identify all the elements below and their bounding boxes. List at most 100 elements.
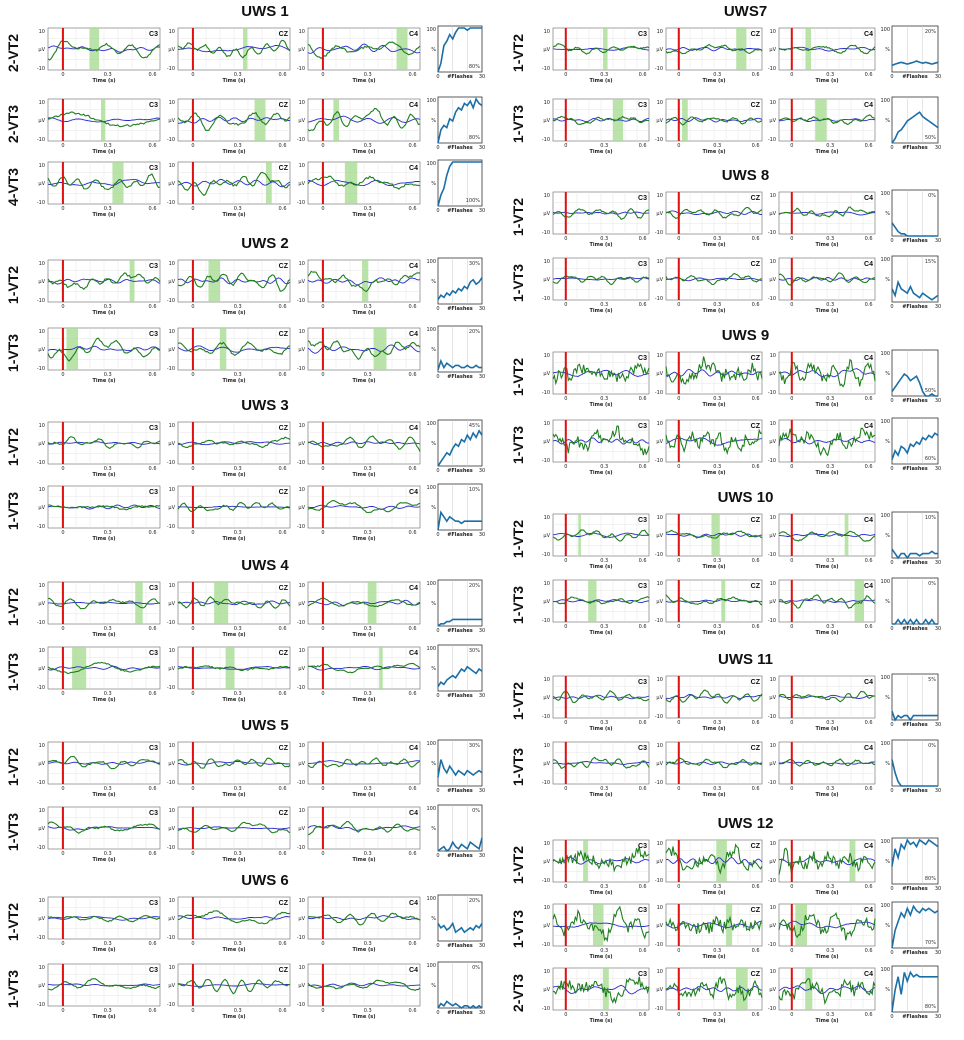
row-label: 1-VT3 <box>510 586 526 624</box>
y-tick-label: -10 <box>768 296 776 302</box>
target-trace <box>307 270 421 293</box>
y-axis-label: µV <box>298 47 305 53</box>
x-tick-label: 0 <box>677 143 680 149</box>
accuracy-panel: 100% 70% 0 30 #Flashes <box>880 901 941 956</box>
accuracy-value: 100% <box>466 198 481 204</box>
x-tick-label: 0 <box>61 530 64 536</box>
accuracy-tick: 100 <box>426 421 436 427</box>
accuracy-tick: 100 <box>426 98 436 104</box>
x-tick-label: 0 <box>790 720 793 726</box>
x-tick-label: 0.6 <box>639 884 647 890</box>
x-axis-label: Time (s) <box>222 212 245 218</box>
accuracy-tick: 100 <box>880 98 890 104</box>
electrode-label: C3 <box>638 843 647 850</box>
x-tick-label: 0.3 <box>713 624 721 630</box>
accuracy-frame <box>437 894 483 942</box>
x-tick-label: 0 <box>191 530 194 536</box>
flash-axis-label: #Flashes <box>902 626 928 632</box>
x-tick-label: 0.6 <box>279 206 287 212</box>
x-tick-label: 0.3 <box>104 372 112 378</box>
x-tick-label: 0.3 <box>104 941 112 947</box>
y-tick-label: 10 <box>39 423 45 429</box>
y-tick-label: 10 <box>39 808 45 814</box>
flash-tick: 30 <box>935 1014 941 1020</box>
target-trace <box>307 175 421 190</box>
target-trace <box>552 43 650 55</box>
erp-panel-cz: CZ 10 µV -10 0 0.3 0.6 Time (s) <box>655 675 763 732</box>
x-tick-label: 0.6 <box>865 143 873 149</box>
flash-tick: 30 <box>479 468 485 474</box>
y-tick-label: 10 <box>544 743 550 749</box>
x-tick-label: 0.3 <box>826 396 834 402</box>
y-axis-label: µV <box>656 371 663 377</box>
x-tick-label: 0 <box>790 72 793 78</box>
x-axis-label: Time (s) <box>92 472 115 478</box>
x-axis-label: Time (s) <box>702 308 725 314</box>
electrode-label: C3 <box>149 967 158 974</box>
erp-panel-c4: C4 10 µV -10 0 0.3 0.6 Time (s) <box>768 675 876 732</box>
y-tick-label: 10 <box>544 353 550 359</box>
y-tick-label: 10 <box>169 29 175 35</box>
erp-panel-c3: C3 10 µV -10 0 0.3 0.6 Time (s) <box>37 741 161 798</box>
y-tick-label: 10 <box>770 969 776 975</box>
flash-axis-label: #Flashes <box>447 1010 473 1016</box>
target-trace <box>552 689 650 704</box>
x-axis-label: Time (s) <box>589 890 612 896</box>
x-tick-label: 0 <box>61 304 64 310</box>
erp-panel-c4: C4 10 µV -10 0 0.3 0.6 Time (s) <box>768 967 876 1024</box>
significance-band <box>72 647 87 689</box>
x-tick-label: 0 <box>564 786 567 792</box>
accuracy-value: 80% <box>469 64 480 70</box>
target-trace <box>177 978 291 995</box>
target-trace <box>552 207 650 220</box>
y-axis-label: µV <box>298 181 305 187</box>
significance-band <box>265 162 272 204</box>
y-tick-label: -10 <box>655 458 663 464</box>
y-axis-label: µV <box>168 118 175 124</box>
electrode-label: C3 <box>149 102 158 109</box>
patient-5: UWS 5 1-VT2 C3 10 µV -10 0 0.3 0.6 Time (s) CZ 10 µV… <box>5 717 485 863</box>
accuracy-frame <box>891 673 939 721</box>
x-tick-label: 0.6 <box>639 720 647 726</box>
y-tick-label: 10 <box>770 581 776 587</box>
y-axis-label: µV <box>769 211 776 217</box>
y-tick-label: 10 <box>299 965 305 971</box>
accuracy-value: 60% <box>925 456 936 462</box>
accuracy-curve <box>437 837 483 853</box>
x-axis-label: Time (s) <box>589 792 612 798</box>
x-tick-label: 0 <box>61 941 64 947</box>
flash-tick: 30 <box>479 145 485 151</box>
erp-panel-c4: C4 10 µV -10 0 0.3 0.6 Time (s) <box>768 903 876 960</box>
flash-tick: 30 <box>479 853 485 859</box>
x-tick-label: 0.6 <box>865 302 873 308</box>
accuracy-tick: 100 <box>880 351 890 357</box>
x-tick-label: 0.6 <box>409 143 417 149</box>
erp-panel-c4: C4 10 µV -10 0 0.3 0.6 Time (s) <box>297 806 421 863</box>
target-trace <box>47 597 161 610</box>
erp-panel-cz: CZ 10 µV -10 0 0.3 0.6 Time (s) <box>655 351 763 408</box>
x-tick-label: 0.6 <box>865 720 873 726</box>
flash-axis-label: #Flashes <box>447 208 473 214</box>
x-tick-label: 0 <box>790 948 793 954</box>
y-tick-label: -10 <box>167 620 175 626</box>
y-axis-label: µV <box>656 118 663 124</box>
flash-tick: 0 <box>436 943 439 949</box>
target-trace <box>778 206 876 218</box>
accuracy-frame <box>437 579 483 627</box>
target-trace <box>552 115 650 125</box>
x-tick-label: 0.6 <box>279 1008 287 1014</box>
x-tick-label: 0 <box>321 530 324 536</box>
x-tick-label: 0.6 <box>279 143 287 149</box>
x-tick-label: 0.6 <box>639 786 647 792</box>
x-axis-label: Time (s) <box>352 697 375 703</box>
target-trace <box>552 596 650 605</box>
erp-panel-c3: C3 10 µV -10 0 0.3 0.6 Time (s) <box>542 257 650 314</box>
accuracy-tick: 100 <box>880 579 890 585</box>
x-tick-label: 0 <box>321 466 324 472</box>
x-tick-label: 0.3 <box>104 466 112 472</box>
flash-tick: 30 <box>935 722 941 728</box>
y-axis-label: µV <box>543 599 550 605</box>
x-tick-label: 0.6 <box>752 72 760 78</box>
x-tick-label: 0.3 <box>234 206 242 212</box>
